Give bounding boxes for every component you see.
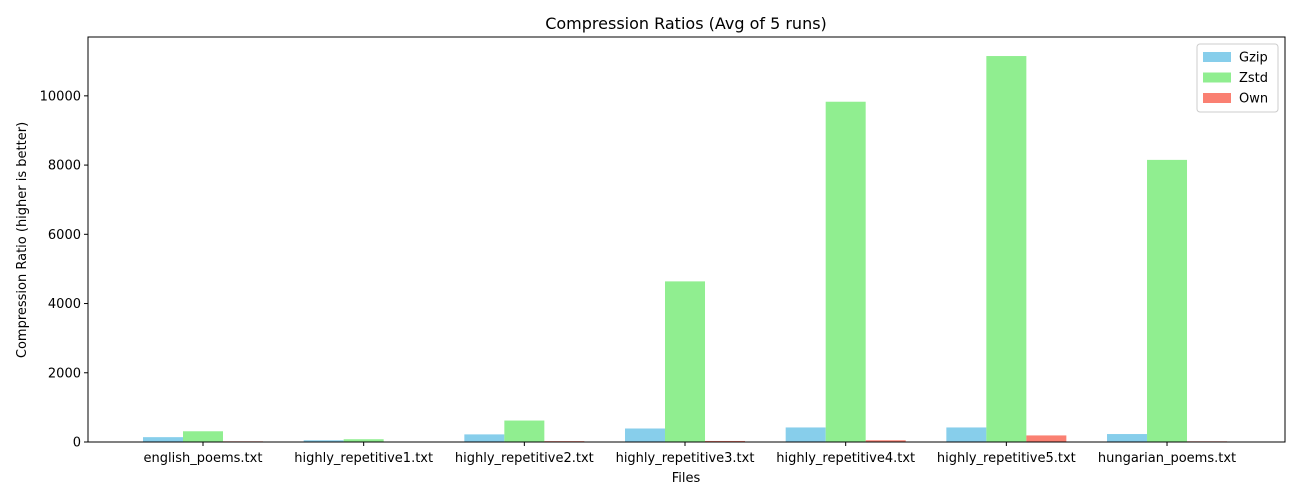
- bar-own-3: [705, 440, 746, 442]
- x-tick-label-4: highly_repetitive4.txt: [776, 451, 915, 466]
- bar-gzip-4: [785, 427, 826, 442]
- legend-label-zstd: Zstd: [1239, 71, 1268, 86]
- legend-swatch-zstd: [1203, 72, 1231, 83]
- plot-frame: [87, 36, 1286, 443]
- bar-zstd-2: [504, 420, 545, 442]
- legend-swatch-own: [1203, 93, 1231, 103]
- chart-title: Compression Ratios (Avg of 5 runs): [545, 14, 827, 33]
- y-axis-label: Compression Ratio (higher is better): [15, 122, 30, 358]
- bar-gzip-1: [303, 440, 344, 442]
- bar-gzip-2: [464, 434, 505, 442]
- y-tick-label-0: 0: [73, 436, 81, 451]
- bar-zstd-6: [1147, 159, 1188, 442]
- legend-label-own: Own: [1239, 92, 1268, 107]
- y-tick-label-5: 10000: [40, 89, 81, 104]
- bar-own-4: [865, 440, 906, 442]
- x-tick-label-1: highly_repetitive1.txt: [294, 451, 433, 466]
- x-tick-label-2: highly_repetitive2.txt: [455, 451, 594, 466]
- y-tick-label-1: 2000: [48, 366, 81, 381]
- x-tick-label-5: highly_repetitive5.txt: [937, 451, 1076, 466]
- legend-swatch-gzip: [1203, 52, 1231, 62]
- x-tick-label-6: hungarian_poems.txt: [1098, 451, 1236, 466]
- legend-label-gzip: Gzip: [1239, 51, 1268, 66]
- x-tick-label-3: highly_repetitive3.txt: [616, 451, 755, 466]
- bar-own-5: [1026, 435, 1067, 442]
- bar-zstd-1: [343, 439, 384, 442]
- x-axis: english_poems.txt highly_repetitive1.txt h…: [144, 442, 1236, 466]
- bar-zstd-4: [825, 101, 866, 442]
- y-tick-label-3: 6000: [48, 228, 81, 243]
- y-tick-label-2: 4000: [48, 297, 81, 312]
- bar-zstd-0: [183, 431, 223, 442]
- bar-gzip-3: [625, 428, 666, 442]
- x-axis-label: Files: [672, 471, 701, 486]
- y-axis: 0 2000 4000 6000 8000 10000: [40, 89, 88, 451]
- bar-gzip-5: [946, 427, 987, 442]
- bar-gzip-6: [1107, 434, 1148, 442]
- bar-zstd-5: [986, 56, 1027, 443]
- bar-gzip-0: [143, 437, 183, 442]
- x-tick-label-0: english_poems.txt: [144, 451, 263, 466]
- y-tick-label-4: 8000: [48, 159, 81, 174]
- bar-zstd-3: [665, 281, 706, 442]
- legend: Gzip Zstd Own: [1196, 43, 1279, 113]
